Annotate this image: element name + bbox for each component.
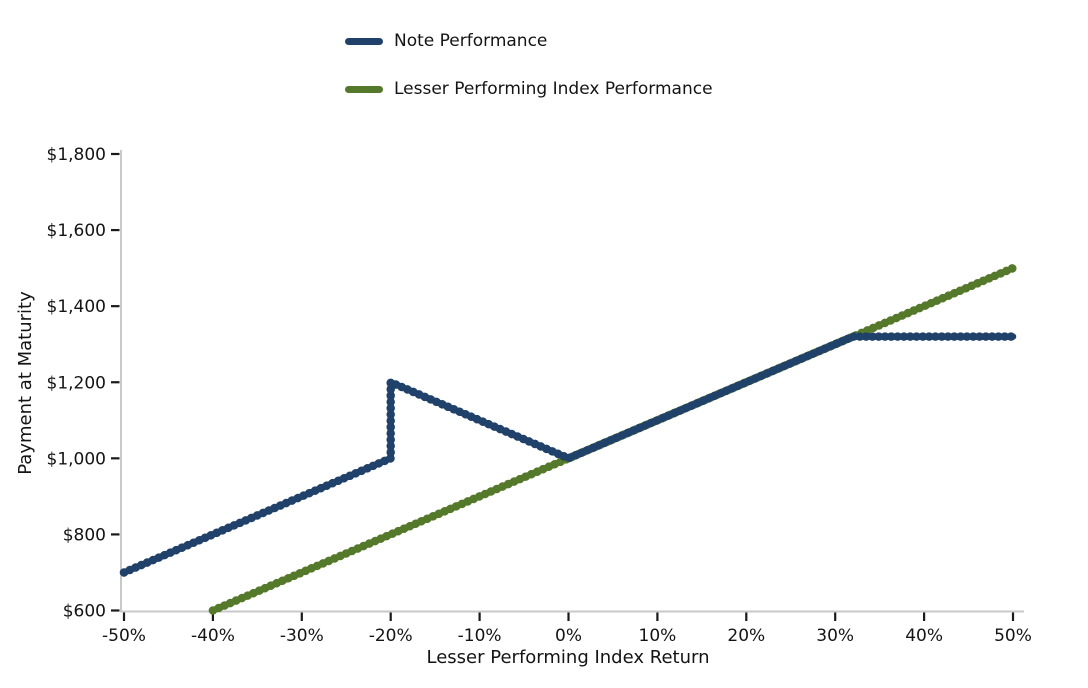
chart-legend: Note Performance Lesser Performing Index… bbox=[345, 24, 713, 106]
y-tick-label: $1,800 bbox=[47, 145, 106, 165]
x-tick-label: -30% bbox=[280, 626, 324, 646]
x-tick-label: 40% bbox=[905, 626, 943, 646]
y-tick-label: $1,000 bbox=[47, 449, 106, 469]
x-tick-label: -50% bbox=[102, 626, 146, 646]
y-tick-label: $800 bbox=[63, 525, 106, 545]
x-tick-label: 30% bbox=[816, 626, 854, 646]
plot-area: $600 $800 $1,000 $1,200 $1,400 $1,600 $1,800 -5… bbox=[47, 145, 1032, 646]
x-tick-label: 10% bbox=[639, 626, 677, 646]
y-tick-label: $1,200 bbox=[47, 373, 106, 393]
x-tick-label: 0% bbox=[555, 626, 582, 646]
legend-swatch-index-performance bbox=[345, 85, 383, 93]
x-axis-title: Lesser Performing Index Return bbox=[427, 647, 710, 668]
x-tick-label: -20% bbox=[369, 626, 413, 646]
y-axis-title: Payment at Maturity bbox=[15, 291, 36, 475]
x-tick-label: 20% bbox=[727, 626, 765, 646]
x-tick-label: -40% bbox=[191, 626, 235, 646]
legend-label-note-performance: Note Performance bbox=[394, 31, 548, 51]
legend-item-index-performance: Lesser Performing Index Performance bbox=[345, 72, 713, 106]
legend-swatch-note-performance bbox=[345, 37, 383, 45]
y-tick-label: $1,600 bbox=[47, 221, 106, 241]
legend-item-note-performance: Note Performance bbox=[345, 24, 713, 58]
y-tick-label: $1,400 bbox=[47, 297, 106, 317]
legend-label-index-performance: Lesser Performing Index Performance bbox=[394, 79, 713, 99]
y-tick-label: $600 bbox=[63, 602, 106, 622]
x-tick-label: -10% bbox=[458, 626, 502, 646]
series-line-note-performance bbox=[120, 333, 1017, 576]
series-markers-note-performance bbox=[119, 332, 1018, 577]
x-tick-label: 50% bbox=[994, 626, 1032, 646]
